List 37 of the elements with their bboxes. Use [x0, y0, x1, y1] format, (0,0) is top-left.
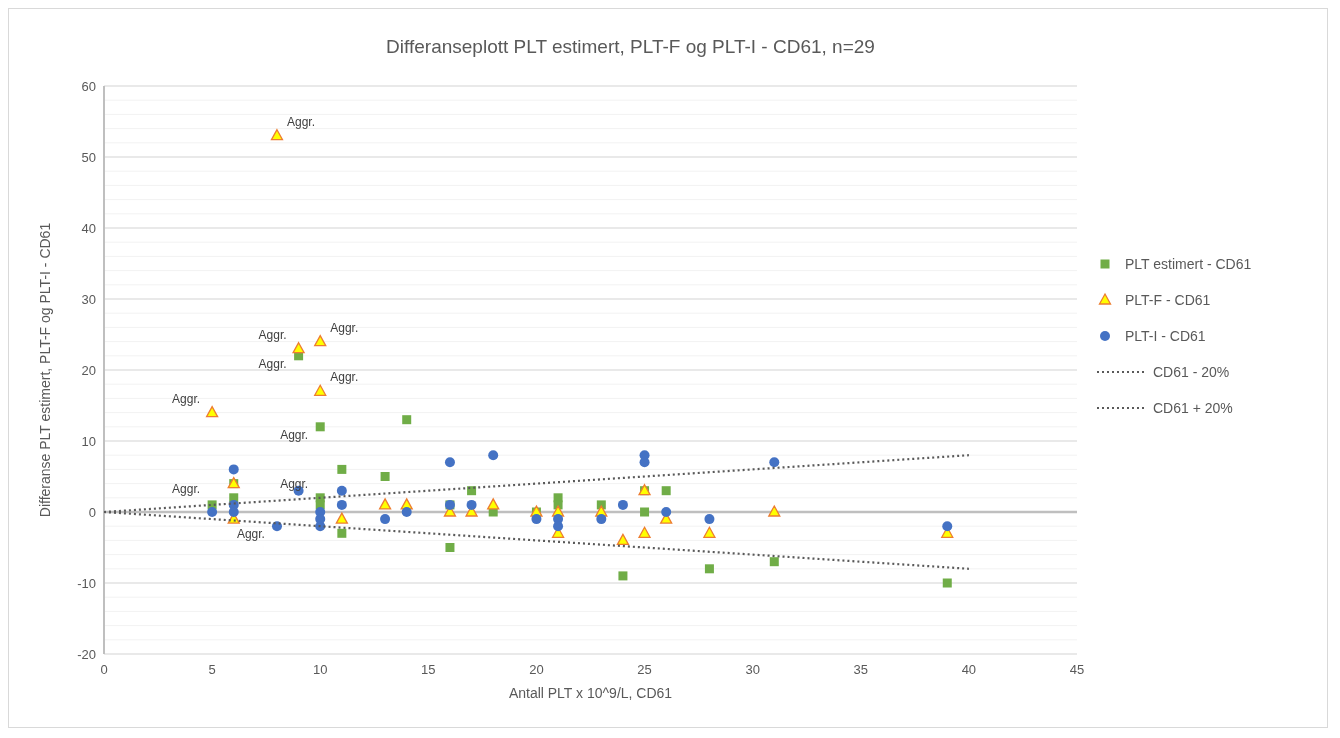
y-tick-label: 20	[81, 362, 96, 378]
x-axis-title: Antall PLT x 10^9/L, CD61	[508, 685, 673, 701]
x-tick-label: 30	[745, 662, 760, 677]
y-tick-label: -20	[77, 646, 96, 662]
annotation: Aggr.	[330, 320, 359, 335]
annotation: Aggr.	[286, 114, 316, 129]
x-tick-label: 0	[100, 662, 108, 677]
legend-label: CD61 + 20%	[1153, 399, 1233, 416]
x-tick-label: 40	[961, 662, 977, 677]
annotation: Aggr.	[280, 476, 309, 491]
legend-label: PLT-F - CD61	[1125, 291, 1211, 308]
annotation: Aggr.	[330, 370, 359, 385]
legend-label: CD61 - 20%	[1153, 363, 1230, 380]
legend-label: PLT-I - CD61	[1125, 327, 1206, 344]
annotation: Aggr.	[236, 527, 265, 542]
x-tick-label: 45	[1069, 662, 1085, 677]
x-tick-label: 35	[853, 662, 869, 677]
y-tick-label: 10	[81, 433, 96, 449]
x-tick-label: 25	[637, 662, 652, 677]
y-tick-label: -10	[77, 575, 96, 591]
x-tick-label: 15	[421, 662, 436, 677]
y-tick-label: 0	[88, 504, 96, 520]
x-tick-label: 10	[312, 662, 328, 677]
x-tick-label: 5	[208, 662, 216, 677]
x-tick-label: 20	[529, 662, 544, 677]
annotation: Aggr.	[280, 427, 309, 442]
y-tick-label: 30	[81, 291, 96, 307]
y-tick-label: 60	[81, 78, 96, 94]
annotation: Aggr.	[258, 356, 287, 371]
legend-label: PLT estimert - CD61	[1125, 255, 1252, 272]
annotation: Aggr.	[172, 391, 201, 406]
chart-title: Differanseplott PLT estimert, PLT-F og PLT-I - CD61, n=29	[386, 36, 875, 57]
annotation: Aggr.	[258, 327, 287, 342]
y-axis-title: Differanse PLT estimert, PLT-F og PLT-I - CD61	[37, 222, 53, 518]
annotation: Aggr.	[172, 481, 201, 496]
y-tick-label: 50	[81, 149, 96, 165]
y-tick-label: 40	[81, 220, 96, 236]
